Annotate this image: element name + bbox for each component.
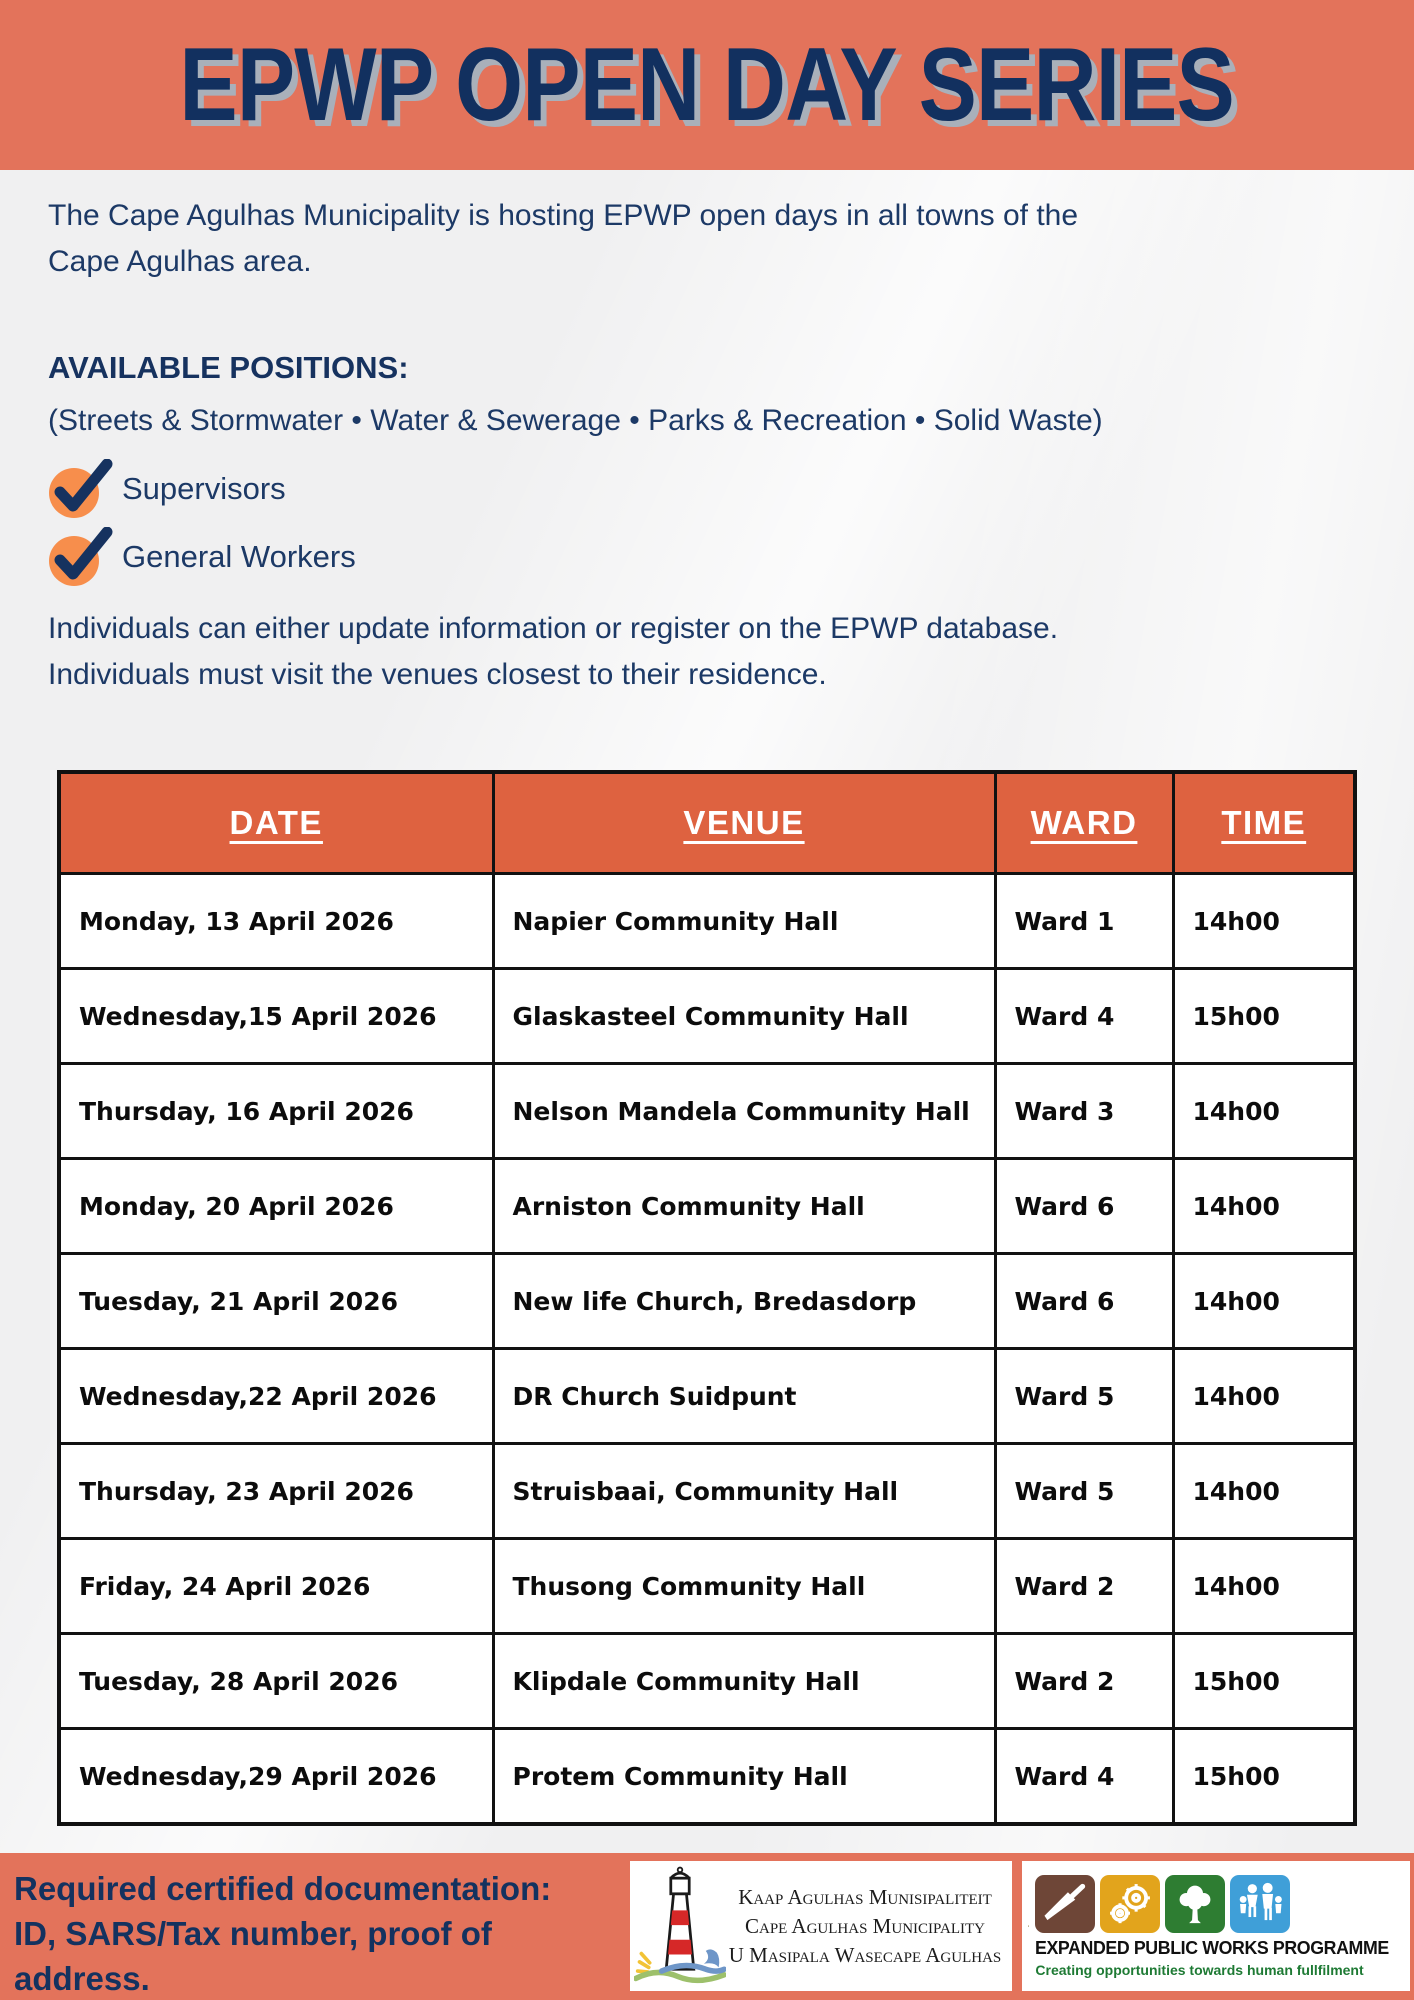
venue-cell: Protem Community Hall bbox=[491, 1727, 997, 1826]
venue-cell: New life Church, Bredasdorp bbox=[491, 1252, 997, 1350]
table-row: Monday, 13 April 2026 Napier Community H… bbox=[57, 872, 1357, 970]
list-item: General Workers bbox=[48, 526, 356, 588]
ward-cell: Ward 4 bbox=[993, 1727, 1175, 1826]
table-header-time: TIME bbox=[1171, 770, 1357, 875]
positions-list: Supervisors General Workers bbox=[48, 458, 356, 594]
venue-cell: Nelson Mandela Community Hall bbox=[491, 1062, 997, 1160]
table-header-ward: WARD bbox=[993, 770, 1175, 875]
date-cell: Monday, 20 April 2026 bbox=[57, 1157, 495, 1255]
municipality-line-3: U Masipala Wasecape Agulhas bbox=[728, 1942, 1002, 1967]
ward-cell: Ward 1 bbox=[993, 872, 1175, 970]
epwp-tagline: Creating opportunities towards human ful… bbox=[1035, 1961, 1364, 1978]
table-row: Thursday, 16 April 2026 Nelson Mandela C… bbox=[57, 1062, 1357, 1160]
venue-cell: Klipdale Community Hall bbox=[491, 1632, 997, 1730]
list-item: Supervisors bbox=[48, 458, 356, 520]
time-cell: 14h00 bbox=[1171, 1062, 1357, 1160]
tree-icon bbox=[1165, 1874, 1226, 1933]
table-row: Wednesday,22 April 2026 DR Church Suidpu… bbox=[57, 1347, 1357, 1445]
required-line-3: address. bbox=[14, 1960, 150, 1997]
info-line-1: Individuals can either update informatio… bbox=[48, 612, 1059, 645]
required-documentation-text: Required certified documentation: ID, SA… bbox=[14, 1866, 551, 2000]
venue-cell: DR Church Suidpunt bbox=[491, 1347, 997, 1445]
table-header-date: DATE bbox=[57, 770, 495, 875]
table-row: Tuesday, 21 April 2026 New life Church, … bbox=[57, 1252, 1357, 1350]
time-cell: 15h00 bbox=[1171, 1632, 1357, 1730]
date-cell: Wednesday,29 April 2026 bbox=[57, 1727, 495, 1826]
intro-line-1: The Cape Agulhas Municipality is hosting… bbox=[48, 199, 1079, 232]
required-line-1: Required certified documentation: bbox=[14, 1870, 552, 1907]
ward-cell: Ward 5 bbox=[993, 1442, 1175, 1540]
date-cell: Thursday, 23 April 2026 bbox=[57, 1442, 495, 1540]
table-row: Tuesday, 28 April 2026 Klipdale Communit… bbox=[57, 1632, 1357, 1730]
municipality-line-2: Cape Agulhas Municipality bbox=[745, 1913, 985, 1938]
venue-cell: Struisbaai, Community Hall bbox=[491, 1442, 997, 1540]
position-label: Supervisors bbox=[122, 471, 286, 506]
time-cell: 14h00 bbox=[1171, 1442, 1357, 1540]
time-cell: 14h00 bbox=[1171, 1537, 1357, 1635]
page-title: EPWP OPEN DAY SERIES bbox=[179, 26, 1235, 143]
header-band: EPWP OPEN DAY SERIES bbox=[0, 0, 1414, 170]
date-cell: Monday, 13 April 2026 bbox=[57, 872, 495, 970]
table-row: Monday, 20 April 2026 Arniston Community… bbox=[57, 1157, 1357, 1255]
info-paragraph: Individuals can either update informatio… bbox=[48, 606, 1058, 698]
epwp-programme-title: EXPANDED PUBLIC WORKS PROGRAMME bbox=[1035, 1936, 1390, 1958]
venue-cell: Arniston Community Hall bbox=[491, 1157, 997, 1255]
intro-line-2: Cape Agulhas area. bbox=[48, 245, 312, 278]
municipality-name: Kaap Agulhas Munisipaliteit Cape Agulhas… bbox=[726, 1883, 1004, 1970]
date-cell: Friday, 24 April 2026 bbox=[57, 1537, 495, 1635]
table-row: Wednesday,29 April 2026 Protem Community… bbox=[57, 1727, 1357, 1826]
table-row: Thursday, 23 April 2026 Struisbaai, Comm… bbox=[57, 1442, 1357, 1540]
epwp-logo-text: EXPANDED PUBLIC WORKS PROGRAMME Creating… bbox=[1035, 1874, 1404, 1978]
departments-line: (Streets & Stormwater • Water & Sewerage… bbox=[48, 404, 1103, 437]
position-label: General Workers bbox=[122, 539, 356, 574]
coat-of-arms-icon bbox=[1028, 1925, 1030, 1927]
venue-cell: Glaskasteel Community Hall bbox=[491, 967, 997, 1065]
ward-cell: Ward 2 bbox=[993, 1632, 1175, 1730]
time-cell: 14h00 bbox=[1171, 1157, 1357, 1255]
schedule-table: DATE VENUE WARD TIME Monday, 13 April 20… bbox=[57, 770, 1357, 1826]
date-cell: Wednesday,15 April 2026 bbox=[57, 967, 495, 1065]
time-cell: 14h00 bbox=[1171, 1252, 1357, 1350]
municipality-logo: Kaap Agulhas Munisipaliteit Cape Agulhas… bbox=[630, 1861, 1012, 1991]
gears-icon bbox=[1100, 1874, 1161, 1933]
epwp-logo: EXPANDED PUBLIC WORKS PROGRAMME Creating… bbox=[1022, 1861, 1410, 1991]
venue-cell: Napier Community Hall bbox=[491, 872, 997, 970]
table-row: Friday, 24 April 2026 Thusong Community … bbox=[57, 1537, 1357, 1635]
time-cell: 14h00 bbox=[1171, 1347, 1357, 1445]
ward-cell: Ward 2 bbox=[993, 1537, 1175, 1635]
check-icon bbox=[49, 527, 113, 586]
table-row: Wednesday,15 April 2026 Glaskasteel Comm… bbox=[57, 967, 1357, 1065]
time-cell: 15h00 bbox=[1171, 1727, 1357, 1826]
time-cell: 15h00 bbox=[1171, 967, 1357, 1065]
date-cell: Thursday, 16 April 2026 bbox=[57, 1062, 495, 1160]
venue-cell: Thusong Community Hall bbox=[491, 1537, 997, 1635]
lighthouse-icon bbox=[634, 1866, 726, 1984]
date-cell: Tuesday, 28 April 2026 bbox=[57, 1632, 495, 1730]
ward-cell: Ward 3 bbox=[993, 1062, 1175, 1160]
intro-paragraph: The Cape Agulhas Municipality is hosting… bbox=[48, 193, 1078, 285]
date-cell: Tuesday, 21 April 2026 bbox=[57, 1252, 495, 1350]
trowel-icon bbox=[1035, 1874, 1096, 1933]
table-header-row: DATE VENUE WARD TIME bbox=[57, 770, 1357, 875]
ward-cell: Ward 4 bbox=[993, 967, 1175, 1065]
table-header-venue: VENUE bbox=[491, 770, 997, 875]
info-line-2: Individuals must visit the venues closes… bbox=[48, 658, 827, 691]
municipality-line-1: Kaap Agulhas Munisipaliteit bbox=[738, 1884, 992, 1909]
family-icon bbox=[1230, 1874, 1291, 1933]
epwp-tiles bbox=[1035, 1874, 1404, 1933]
available-positions-heading: AVAILABLE POSITIONS: bbox=[48, 350, 409, 385]
ward-cell: Ward 5 bbox=[993, 1347, 1175, 1445]
time-cell: 14h00 bbox=[1171, 872, 1357, 970]
date-cell: Wednesday,22 April 2026 bbox=[57, 1347, 495, 1445]
required-line-2: ID, SARS/Tax number, proof of bbox=[14, 1915, 492, 1952]
ward-cell: Ward 6 bbox=[993, 1252, 1175, 1350]
ward-cell: Ward 6 bbox=[993, 1157, 1175, 1255]
check-icon bbox=[49, 459, 113, 518]
